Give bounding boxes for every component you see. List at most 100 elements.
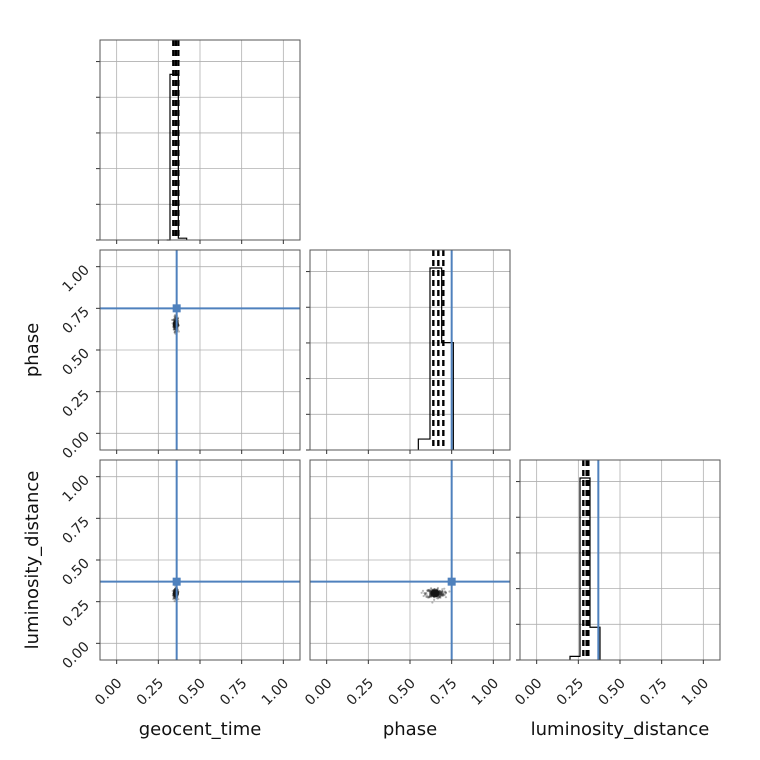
scatter-point	[438, 589, 441, 592]
scatter-point	[173, 315, 176, 318]
x-axis-label: phase	[383, 719, 437, 740]
scatter-point	[436, 586, 440, 590]
scatter-point	[425, 595, 428, 598]
scatter-point	[422, 594, 425, 598]
x-tick-label: 0.25	[554, 676, 587, 709]
scatter-point	[439, 596, 442, 599]
histogram-step	[417, 267, 454, 450]
scatter-point	[427, 595, 430, 599]
y-tick-label: 0.50	[59, 346, 92, 379]
scatter-point	[440, 594, 444, 597]
scatter-point	[420, 591, 423, 594]
scatter-point	[441, 590, 444, 593]
scatter-point	[440, 590, 443, 593]
x-tick-label: 0.50	[175, 676, 208, 709]
y-tick-label: 1.00	[59, 262, 92, 295]
y-tick-label: 0.50	[59, 556, 92, 589]
scatter-point	[173, 327, 176, 330]
scatter-point	[172, 328, 175, 331]
scatter-point	[444, 591, 447, 594]
x-tick-label: 0.50	[385, 676, 418, 709]
scatter-point	[443, 591, 446, 594]
x-tick-label: 0.00	[92, 676, 125, 709]
scatter-point	[427, 596, 430, 599]
panel-luminosity_distance-vs-geocent_time: 0.00 0.25 0.50 0.75 1.00geocent_time0.000.25…	[22, 459, 301, 740]
scatter-point	[428, 590, 431, 593]
scatter-point	[440, 593, 443, 597]
scatter-point	[429, 594, 432, 598]
scatter-point	[172, 319, 175, 322]
panel-luminosity_distance-vs-luminosity_distance: 0.00 0.25 0.50 0.75 1.00 luminosity_distance	[512, 459, 721, 740]
y-tick-label: 0.00	[59, 429, 92, 462]
scatter-point	[427, 589, 430, 593]
truth-marker	[172, 577, 181, 586]
scatter-point	[439, 591, 443, 594]
scatter-point	[426, 588, 429, 592]
scatter-point	[173, 597, 176, 600]
scatter-point	[441, 594, 444, 597]
scatter-point	[441, 593, 445, 596]
scatter-point	[438, 595, 442, 598]
scatter-point	[443, 590, 447, 593]
scatter-point	[424, 593, 427, 596]
scatter-point	[172, 596, 175, 599]
scatter-point	[441, 589, 444, 593]
scatter-point	[433, 598, 436, 601]
scatter-point	[444, 592, 448, 595]
scatter-point	[442, 594, 445, 597]
panel-geocent_time-vs-geocent_time	[96, 39, 301, 244]
scatter-point	[441, 592, 444, 595]
scatter-point	[439, 595, 442, 598]
scatter-point	[173, 317, 176, 320]
scatter-point	[428, 595, 431, 598]
scatter-point	[427, 588, 430, 592]
scatter-point	[173, 331, 176, 334]
scatter-point	[439, 591, 443, 594]
scatter-point	[424, 592, 427, 595]
scatter-point	[440, 594, 443, 597]
truth-marker	[447, 577, 456, 586]
y-tick-label: 0.75	[59, 514, 92, 547]
scatter-point	[173, 327, 177, 330]
scatter-point	[172, 318, 175, 321]
y-axis-label: phase	[22, 323, 43, 377]
scatter-point	[439, 593, 443, 596]
x-tick-label: 0.75	[637, 676, 670, 709]
scatter-point	[439, 593, 442, 596]
scatter-point	[438, 595, 441, 598]
scatter-point	[437, 596, 440, 599]
scatter-point	[439, 592, 443, 595]
x-tick-label: 0.75	[427, 676, 460, 709]
scatter-point	[173, 600, 176, 603]
scatter-point	[444, 596, 448, 599]
scatter-point	[442, 593, 445, 596]
scatter-point	[439, 593, 442, 596]
scatter-point	[441, 593, 444, 596]
scatter-point	[177, 330, 180, 333]
scatter-point	[172, 318, 175, 321]
scatter-point	[425, 592, 428, 595]
scatter-point	[438, 595, 441, 598]
scatter-point	[439, 592, 442, 595]
scatter-point	[426, 596, 429, 599]
scatter-point	[439, 592, 442, 595]
x-tick-label: 0.25	[134, 676, 167, 709]
scatter-point	[441, 591, 444, 594]
scatter-point	[441, 588, 444, 591]
x-axis-label: luminosity_distance	[531, 719, 710, 740]
x-axis-label: geocent_time	[139, 719, 262, 740]
scatter-point	[448, 590, 451, 593]
scatter-point	[443, 587, 446, 590]
x-tick-label: 1.00	[469, 676, 502, 709]
x-tick-label: 0.00	[302, 676, 335, 709]
scatter-point	[172, 596, 176, 600]
scatter-point	[439, 592, 442, 595]
scatter-point	[170, 318, 174, 322]
scatter-point	[428, 591, 431, 595]
scatter-point	[440, 593, 443, 596]
truth-marker	[172, 304, 181, 313]
scatter-point	[426, 594, 429, 597]
scatter-point	[435, 596, 438, 599]
x-tick-label: 0.50	[595, 676, 628, 709]
